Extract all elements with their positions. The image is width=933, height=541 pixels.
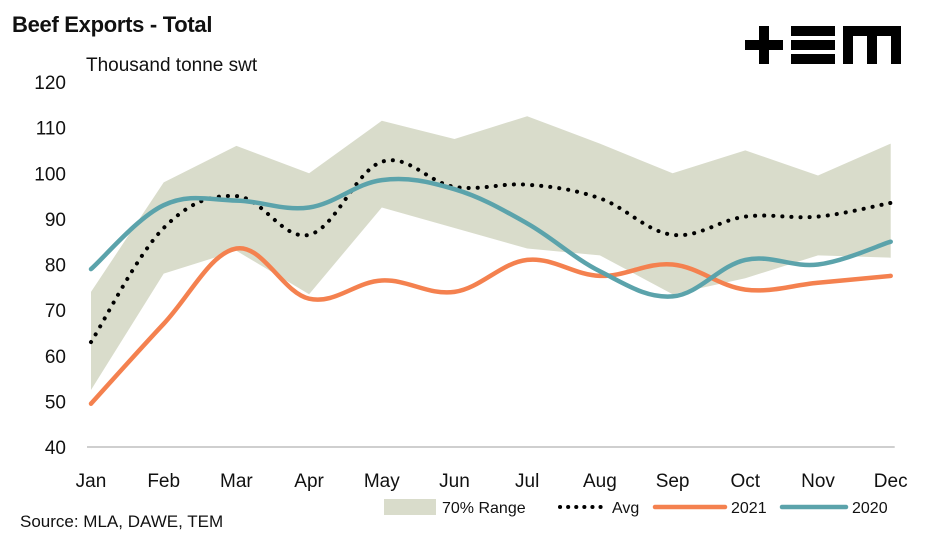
y-tick-label: 50 [45, 392, 66, 413]
y-tick-label: 60 [45, 347, 66, 368]
x-tick-label: Dec [874, 471, 908, 492]
legend-label-range: 70% Range [442, 500, 526, 517]
x-tick-label: Aug [583, 471, 617, 492]
y-axis-unit-label: Thousand tonne swt [86, 55, 258, 76]
legend-swatch-range [384, 499, 436, 515]
avg-line [89, 158, 893, 345]
legend-label-2021: 2021 [731, 500, 767, 517]
source-note: Source: MLA, DAWE, TEM [20, 512, 224, 531]
x-tick-label: Jan [76, 471, 107, 492]
x-tick-label: Jul [515, 471, 539, 492]
x-tick-label: Nov [801, 471, 835, 492]
legend: 70% Range Avg 2021 2020 [384, 499, 888, 517]
x-tick-label: Sep [656, 471, 690, 492]
x-tick-label: Mar [220, 471, 253, 492]
series-2021-line [88, 246, 893, 406]
y-tick-label: 70 [45, 301, 66, 322]
y-tick-label: 120 [34, 73, 66, 94]
x-tick-label: Oct [731, 471, 761, 492]
x-tick-label: Apr [294, 471, 324, 492]
x-tick-label: Feb [147, 471, 180, 492]
tem-logo [745, 26, 901, 64]
x-tick-label: May [364, 471, 400, 492]
y-tick-label: 40 [45, 438, 66, 459]
y-tick-label: 90 [45, 210, 66, 231]
chart-title: Beef Exports - Total [12, 12, 213, 37]
legend-label-2020: 2020 [852, 500, 888, 517]
range-layer [91, 116, 891, 390]
x-tick-layer: Jan Feb Mar Apr May Jun Jul Aug Sep Oct Nov Dec [76, 471, 908, 492]
y-tick-label: 100 [34, 164, 66, 185]
y-tick-label: 80 [45, 256, 66, 277]
series-2020-line [88, 176, 893, 299]
legend-label-avg: Avg [612, 500, 639, 517]
x-tick-label: Jun [439, 471, 470, 492]
y-tick-label: 110 [36, 119, 66, 140]
y-tick-layer: 40 50 60 70 80 90 100 110 120 [34, 73, 66, 459]
series-layer [88, 158, 893, 406]
range-band [91, 116, 891, 390]
